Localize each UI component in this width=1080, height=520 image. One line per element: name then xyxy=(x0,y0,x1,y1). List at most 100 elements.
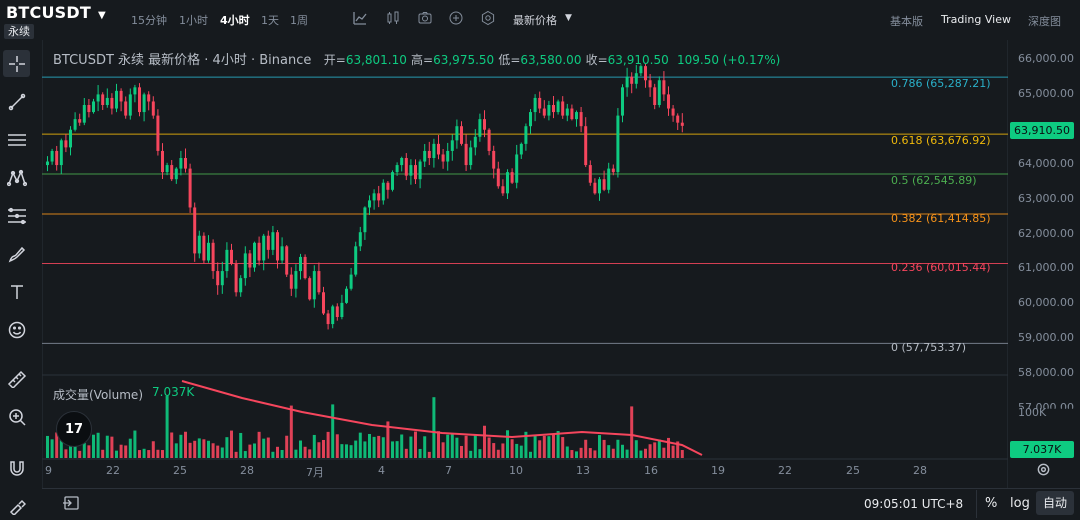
candle-body xyxy=(156,115,160,151)
emoji-icon[interactable] xyxy=(3,316,30,343)
low-label: 低= xyxy=(498,53,521,67)
price-tick: 65,000.00 xyxy=(1018,87,1074,100)
symbol-selector[interactable]: BTCUSDT xyxy=(6,3,91,22)
candle-body xyxy=(55,150,59,166)
gear-icon[interactable] xyxy=(1036,462,1051,481)
price-tick: 59,000.00 xyxy=(1018,331,1074,344)
percent-scale-button[interactable]: % xyxy=(985,496,998,511)
view-tradingview[interactable]: Trading View xyxy=(941,13,1011,26)
candle-body xyxy=(487,129,491,151)
candle-body xyxy=(354,246,358,275)
volume-bar xyxy=(519,445,523,458)
volume-bar xyxy=(266,437,270,458)
volume-bar xyxy=(78,450,82,458)
brush-icon[interactable] xyxy=(3,240,30,267)
text-icon[interactable] xyxy=(3,278,30,305)
candle-body xyxy=(432,143,436,158)
price-axis[interactable]: 66,000.00 65,000.00 64,000.00 63,000.00 … xyxy=(1008,40,1080,460)
candle-body xyxy=(671,108,675,116)
time-tick: 19 xyxy=(711,464,725,477)
volume-bar xyxy=(667,437,670,458)
volume-bar xyxy=(414,431,417,458)
timeframe-1w[interactable]: 1周 xyxy=(290,14,308,27)
candle-body xyxy=(331,306,335,325)
timeframe-1d[interactable]: 1天 xyxy=(261,14,279,27)
chevron-down-icon[interactable]: ▼ xyxy=(98,10,106,21)
volume-bar xyxy=(234,451,238,458)
volume-bar xyxy=(115,450,118,458)
chart-type-icon[interactable] xyxy=(384,10,402,28)
candle-body xyxy=(450,140,454,151)
view-basic[interactable]: 基本版 xyxy=(890,15,923,28)
clock[interactable]: 09:05:01 UTC+8 xyxy=(864,497,964,511)
volume-bar xyxy=(230,430,233,458)
timeframe-4h[interactable]: 4小时 xyxy=(220,14,250,27)
settings-icon[interactable] xyxy=(479,10,497,28)
price-chart[interactable] xyxy=(42,40,1008,488)
ruler-icon[interactable] xyxy=(3,365,30,392)
volume-bar xyxy=(280,449,284,458)
volume-bar xyxy=(455,437,459,458)
pattern-icon[interactable] xyxy=(3,164,30,191)
candle-body xyxy=(345,288,348,303)
view-depth[interactable]: 深度图 xyxy=(1028,15,1061,28)
candle-body xyxy=(299,256,302,272)
volume-bar xyxy=(515,443,519,458)
candle-body xyxy=(423,150,427,162)
volume-bar xyxy=(487,437,491,458)
chevron-down-icon[interactable]: ▼ xyxy=(565,13,572,23)
indicators-icon[interactable] xyxy=(351,10,369,28)
volume-bar xyxy=(630,406,634,458)
candle-body xyxy=(598,179,601,194)
volume-bar xyxy=(418,448,422,458)
volume-bar xyxy=(363,441,367,458)
candle-body xyxy=(285,246,289,275)
volume-bar xyxy=(46,435,49,458)
auto-scale-button[interactable]: 自动 xyxy=(1036,491,1074,515)
candle-body xyxy=(496,168,500,187)
candle-body xyxy=(82,105,86,123)
price-tick: 58,000.00 xyxy=(1018,366,1074,379)
horizontal-lines-icon[interactable] xyxy=(3,126,30,153)
price-tick: 57,000.00 xyxy=(1018,401,1074,414)
candle-body xyxy=(639,66,643,74)
go-to-date-icon[interactable] xyxy=(62,494,80,516)
volume-bar xyxy=(73,446,77,458)
time-tick: 7月 xyxy=(306,466,324,479)
tradingview-logo[interactable]: 17 xyxy=(56,411,92,447)
fib-retracement-icon[interactable] xyxy=(3,202,30,229)
magnet-icon[interactable] xyxy=(3,454,30,481)
candle-body xyxy=(395,165,399,173)
trend-line-icon[interactable] xyxy=(3,88,30,115)
volume-bar xyxy=(680,450,684,458)
candle-body xyxy=(644,66,647,81)
volume-tag: 7.037K xyxy=(1010,441,1074,458)
time-tick: 13 xyxy=(576,464,590,477)
candle-body xyxy=(87,105,91,113)
log-scale-button[interactable]: log xyxy=(1010,496,1030,511)
price-type-selector[interactable]: 最新价格 xyxy=(513,14,557,27)
candle-body xyxy=(437,143,440,155)
zoom-in-icon[interactable] xyxy=(3,403,30,430)
candle-body xyxy=(253,242,256,268)
timeframe-1h[interactable]: 1小时 xyxy=(179,14,208,27)
candle-body xyxy=(349,274,353,289)
crosshair-icon[interactable] xyxy=(3,50,30,77)
timeframe-15m[interactable]: 15分钟 xyxy=(131,14,167,27)
candle-body xyxy=(363,207,367,233)
divider xyxy=(976,490,977,518)
volume-bar xyxy=(170,432,174,458)
time-tick: 9 xyxy=(45,464,52,477)
candle-body xyxy=(542,108,546,116)
candle-body xyxy=(404,158,408,176)
candle-body xyxy=(441,154,445,162)
volume-bar xyxy=(147,450,151,458)
high-label: 高= xyxy=(411,53,434,67)
candle-body xyxy=(138,87,141,113)
volume-bar xyxy=(607,445,611,458)
add-icon[interactable] xyxy=(447,10,465,28)
camera-icon[interactable] xyxy=(416,10,434,28)
volume-bar xyxy=(460,445,463,458)
lock-drawing-icon[interactable] xyxy=(3,492,30,519)
volume-bar xyxy=(326,431,330,458)
